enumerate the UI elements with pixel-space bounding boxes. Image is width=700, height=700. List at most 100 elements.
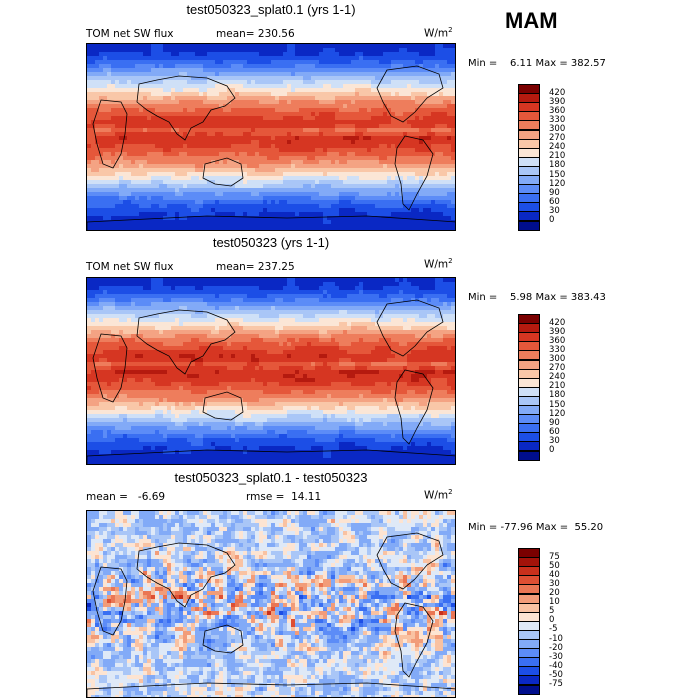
map-cell [147, 168, 152, 173]
map-cell [199, 148, 204, 153]
map-cell [147, 156, 152, 161]
map-cell [387, 60, 392, 65]
map-cell [111, 96, 116, 101]
map-cell [315, 132, 320, 137]
colorbar-swatch [518, 147, 540, 158]
map-cell [103, 108, 108, 113]
map-cell [287, 220, 292, 225]
map-cell [279, 44, 284, 49]
map-cell [167, 176, 172, 181]
map-cell [451, 140, 455, 145]
map-cell [135, 112, 140, 117]
map-cell [443, 286, 448, 291]
map-cell [363, 212, 368, 217]
map-cell [415, 60, 420, 65]
map-cell [127, 136, 132, 141]
map-cell [427, 108, 432, 113]
map-cell [263, 286, 268, 291]
map-cell [147, 84, 152, 89]
map-cell [419, 148, 424, 153]
map-cell [191, 216, 196, 221]
map-cell [91, 220, 96, 225]
map-cell [91, 112, 96, 117]
map-cell [395, 48, 400, 53]
map-cell [251, 128, 256, 133]
map-cell [259, 44, 264, 49]
map-cell [355, 282, 360, 287]
map-cell [347, 84, 352, 89]
map-cell [383, 96, 388, 101]
map-cell [355, 144, 360, 149]
map-cell [375, 278, 380, 283]
map-cell [207, 128, 212, 133]
map-cell [439, 168, 444, 173]
map-cell [203, 176, 208, 181]
map-cell [223, 120, 228, 125]
map-cell [447, 200, 452, 205]
map-cell [111, 88, 116, 93]
map-cell [291, 160, 296, 165]
panel1-variable-label: TOM net SW flux [86, 28, 174, 40]
map-cell [335, 132, 340, 137]
map-cell [191, 116, 196, 121]
map-cell [451, 132, 455, 137]
map-cell [395, 204, 400, 209]
map-cell [271, 56, 276, 61]
map-cell [423, 200, 428, 205]
map-cell [91, 64, 96, 69]
map-cell [219, 282, 224, 287]
map-cell [451, 148, 455, 153]
map-cell [291, 176, 296, 181]
map-cell [327, 192, 332, 197]
map-cell [135, 124, 140, 129]
map-cell [263, 116, 268, 121]
map-cell [271, 180, 276, 185]
map-cell [415, 52, 420, 57]
map-cell [391, 128, 396, 133]
map-cell [427, 196, 432, 201]
map-cell [379, 104, 384, 109]
map-cell [363, 136, 368, 141]
map-cell [191, 120, 196, 125]
map-cell [327, 168, 332, 173]
map-cell [315, 216, 320, 221]
map-cell [139, 56, 144, 61]
map-cell [371, 104, 376, 109]
map-cell [167, 196, 172, 201]
map-cell [107, 136, 112, 141]
map-cell [335, 124, 340, 129]
map-cell [247, 196, 252, 201]
map-cell [347, 100, 352, 105]
map-cell [279, 68, 284, 73]
map-cell [207, 84, 212, 89]
map-cell [327, 196, 332, 201]
map-cell [431, 104, 436, 109]
map-cell [191, 124, 196, 129]
map-cell [127, 282, 132, 287]
map-cell [155, 294, 160, 299]
map-cell [419, 52, 424, 57]
map-cell [95, 282, 100, 287]
map-cell [115, 76, 120, 81]
map-cell [155, 64, 160, 69]
map-cell [151, 108, 156, 113]
map-cell [87, 164, 92, 169]
map-cell [195, 48, 200, 53]
map-cell [127, 76, 132, 81]
map-cell [115, 212, 120, 217]
map-cell [287, 168, 292, 173]
map-cell [375, 282, 380, 287]
map-cell [323, 128, 328, 133]
map-cell [439, 68, 444, 73]
map-cell [183, 204, 188, 209]
map-cell [95, 180, 100, 185]
map-cell [363, 164, 368, 169]
map-cell [375, 68, 380, 73]
map-cell [311, 92, 316, 97]
map-cell [431, 72, 436, 77]
map-cell [143, 290, 148, 295]
map-cell [359, 64, 364, 69]
map-cell [439, 216, 444, 221]
map-cell [267, 84, 272, 89]
map-cell [135, 148, 140, 153]
